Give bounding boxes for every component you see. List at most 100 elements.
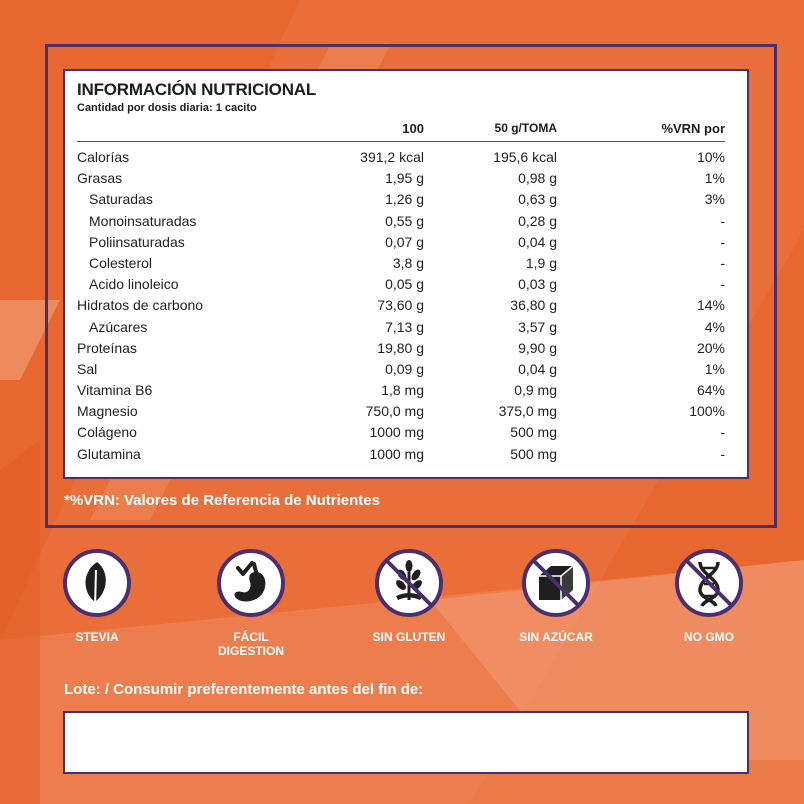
- nutrient-per100: 750,0 mg: [365, 403, 424, 420]
- nutrient-vrn: 10%: [696, 149, 725, 165]
- nutrient-per100: 391,2 kcal: [360, 149, 424, 165]
- badge-sin-gluten: SIN GLUTEN: [349, 548, 469, 644]
- nutrient-per100: 3,8 g: [392, 254, 424, 271]
- nutrient-label: Colágeno: [77, 424, 137, 441]
- nutrient-per-serving: 0,98 g: [518, 170, 557, 187]
- lote-label: Lote: / Consumir preferentemente antes d…: [64, 681, 424, 698]
- nutrition-frame: [45, 44, 777, 528]
- nutrient-label: Monoinsaturadas: [89, 212, 197, 229]
- badge-row: STEVIA FÁCIL DIGESTION: [0, 548, 804, 668]
- nutrition-panel: INFORMACIÓN NUTRICIONAL Cantidad por dos…: [63, 69, 749, 479]
- table-row: Colesterol 3,8 g 1,9 g -: [65, 252, 747, 273]
- nutrient-label: Glutamina: [77, 445, 141, 462]
- badge-label: SIN AZÚCAR: [519, 630, 593, 644]
- column-header-per-serving: 50 g/TOMA: [494, 121, 557, 135]
- nutrient-vrn: 100%: [689, 403, 725, 420]
- dna-crossed-icon: [675, 549, 743, 617]
- badge-label: STEVIA: [75, 630, 119, 644]
- column-header-per100: 100: [402, 121, 424, 136]
- table-row: Monoinsaturadas 0,55 g 0,28 g -: [65, 210, 747, 231]
- nutrient-label: Hidratos de carbono: [77, 297, 204, 314]
- badge-label: SIN GLUTEN: [372, 630, 446, 644]
- nutrient-per-serving: 3,57 g: [518, 318, 557, 335]
- nutrient-per100: 1,95 g: [385, 170, 424, 187]
- nutrient-label: Sal: [77, 360, 98, 377]
- nutrient-per100: 1000 mg: [369, 445, 424, 462]
- nutrient-label: Proteínas: [77, 339, 137, 356]
- nutrient-per100: 1,26 g: [385, 191, 424, 208]
- nutrition-subtitle: Cantidad por dosis diaria: 1 cacito: [77, 102, 257, 114]
- table-row: Poliinsaturadas 0,07 g 0,04 g -: [65, 231, 747, 252]
- table-row: Hidratos de carbono 73,60 g 36,80 g 14%: [65, 294, 747, 315]
- nutrient-per-serving: 0,03 g: [518, 276, 557, 293]
- nutrient-label: Acido linoleico: [89, 276, 179, 293]
- nutrient-per100: 0,07 g: [385, 233, 424, 250]
- table-row: Azúcares 7,13 g 3,57 g 4%: [65, 316, 747, 337]
- nutrient-per-serving: 195,6 kcal: [493, 149, 557, 165]
- nutrient-per-serving: 36,80 g: [510, 297, 557, 314]
- nutrient-per-serving: 0,04 g: [518, 233, 557, 250]
- nutrient-per-serving: 500 mg: [510, 445, 557, 462]
- nutrient-vrn: 1%: [704, 170, 725, 187]
- nutrient-per100: 7,13 g: [385, 318, 424, 335]
- stomach-check-icon: [217, 549, 285, 617]
- nutrient-label: Grasas: [77, 170, 123, 187]
- nutrient-label: Poliinsaturadas: [89, 233, 185, 250]
- table-row: Grasas 1,95 g 0,98 g 1%: [65, 167, 747, 188]
- header-divider: [77, 141, 725, 142]
- nutrient-per-serving: 0,04 g: [518, 360, 557, 377]
- nutrient-per-serving: 375,0 mg: [498, 403, 557, 420]
- table-row: Calorías 391,2 kcal 195,6 kcal 10%: [65, 146, 747, 167]
- nutrient-vrn: 64%: [696, 382, 725, 399]
- nutrition-title: INFORMACIÓN NUTRICIONAL: [77, 80, 317, 99]
- table-row: Saturadas 1,26 g 0,63 g 3%: [65, 188, 747, 209]
- badge-no-gmo: NO GMO: [649, 548, 769, 644]
- badge-label: DIGESTION: [217, 644, 284, 658]
- nutrient-vrn: 1%: [704, 360, 725, 377]
- nutrient-per-serving: 500 mg: [510, 424, 557, 441]
- table-row: Magnesio 750,0 mg 375,0 mg 100%: [65, 400, 747, 421]
- badge-stevia: STEVIA: [37, 548, 157, 644]
- nutrient-label: Magnesio: [77, 403, 138, 420]
- nutrient-vrn: 20%: [696, 339, 725, 356]
- nutrient-label: Calorías: [77, 149, 130, 165]
- column-header-vrn: %VRN por: [661, 121, 725, 136]
- table-row: Vitamina B6 1,8 mg 0,9 mg 64%: [65, 379, 747, 400]
- table-row: Proteínas 19,80 g 9,90 g 20%: [65, 337, 747, 358]
- nutrient-label: Saturadas: [89, 191, 153, 208]
- nutrient-per100: 0,55 g: [385, 212, 424, 229]
- wheat-crossed-icon: [375, 549, 443, 617]
- lote-box: [63, 711, 749, 774]
- nutrient-vrn: 4%: [704, 318, 725, 335]
- nutrient-vrn: 3%: [704, 191, 725, 208]
- nutrient-label: Colesterol: [89, 254, 153, 271]
- sugar-cube-crossed-icon: [522, 549, 590, 617]
- nutrient-per100: 1000 mg: [369, 424, 424, 441]
- nutrient-per100: 73,60 g: [377, 297, 424, 314]
- badge-label: NO GMO: [684, 630, 734, 644]
- nutrient-per100: 0,09 g: [385, 360, 424, 377]
- nutrient-vrn: -: [720, 254, 725, 271]
- nutrient-per-serving: 0,63 g: [518, 191, 557, 208]
- nutrient-label: Vitamina B6: [77, 382, 153, 399]
- table-row: Glutamina 1000 mg 500 mg -: [65, 443, 747, 464]
- nutrient-vrn: -: [720, 424, 725, 441]
- badge-sin-azucar: SIN AZÚCAR: [496, 548, 616, 644]
- nutrition-rows: Calorías 391,2 kcal 195,6 kcal 10% Grasa…: [65, 146, 747, 464]
- nutrient-vrn: -: [720, 276, 725, 293]
- vrn-footnote: *%VRN: Valores de Referencia de Nutrient…: [64, 492, 380, 509]
- nutrient-per100: 0,05 g: [385, 276, 424, 293]
- nutrient-vrn: -: [720, 212, 725, 229]
- nutrient-vrn: 14%: [696, 297, 725, 314]
- nutrient-per-serving: 1,9 g: [525, 254, 557, 271]
- nutrient-per-serving: 0,28 g: [518, 212, 557, 229]
- nutrient-label: Azúcares: [89, 318, 148, 335]
- table-row: Sal 0,09 g 0,04 g 1%: [65, 358, 747, 379]
- table-row: Colágeno 1000 mg 500 mg -: [65, 421, 747, 442]
- badge-label: FÁCIL: [233, 630, 269, 644]
- nutrient-per-serving: 9,90 g: [518, 339, 557, 356]
- badge-facil-digestion: FÁCIL DIGESTION: [191, 548, 311, 658]
- leaf-icon: [63, 549, 131, 617]
- nutrient-per100: 19,80 g: [377, 339, 424, 356]
- nutrient-per-serving: 0,9 mg: [514, 382, 557, 399]
